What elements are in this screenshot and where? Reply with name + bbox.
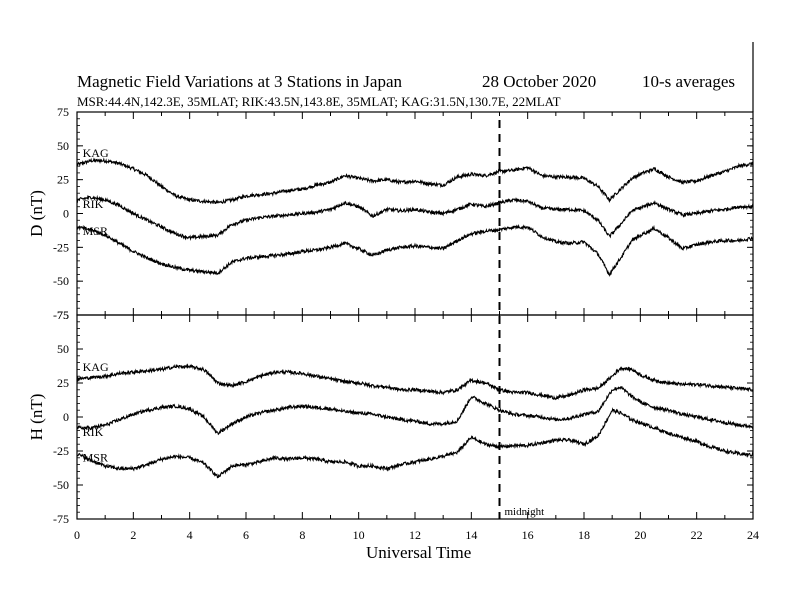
x-tick-label: 12 [409,528,421,542]
series-label-rik: RIK [83,425,104,439]
series-label-msr: MSR [83,451,108,465]
chart-title: Magnetic Field Variations at 3 Stations … [77,72,403,91]
y-axis-label: D (nT) [27,190,46,237]
x-tick-label: 22 [691,528,703,542]
averaging-note: 10-s averages [642,72,735,91]
x-axis-label: Universal Time [366,543,472,562]
x-tick-label: 16 [522,528,534,542]
x-tick-label: 4 [187,528,193,542]
series-line-kag [76,363,754,401]
y-tick-label: -50 [53,274,69,288]
chart-date: 28 October 2020 [482,72,597,91]
x-tick-label: 10 [353,528,365,542]
station-info: MSR:44.4N,142.3E, 35MLAT; RIK:43.5N,143.… [77,94,561,109]
x-tick-label: 0 [74,528,80,542]
series-line-msr [76,223,754,278]
y-tick-label: -75 [53,308,69,322]
x-tick-label: 14 [465,528,477,542]
y-tick-label: -25 [53,240,69,254]
y-tick-label: 75 [57,105,69,119]
series-label-rik: RIK [83,197,104,211]
panel-frame [76,111,754,316]
y-axis-label: H (nT) [27,394,46,441]
y-tick-label: 0 [63,410,69,424]
y-tick-label: 0 [63,207,69,221]
series-label-kag: KAG [83,360,109,374]
x-tick-label: 8 [299,528,305,542]
midnight-label: midnight [505,506,545,518]
y-tick-label: 50 [57,139,69,153]
y-tick-label: -50 [53,478,69,492]
series-line-msr [76,407,754,479]
series-line-rik [76,385,754,436]
series-line-rik [76,194,754,241]
y-tick-label: -25 [53,444,69,458]
series-line-kag [76,157,754,205]
y-tick-label: 50 [57,342,69,356]
y-tick-label: 75 [57,308,69,322]
x-tick-label: 24 [747,528,759,542]
x-tick-label: 2 [130,528,136,542]
y-tick-label: -75 [53,512,69,526]
y-tick-label: 25 [57,173,69,187]
x-tick-label: 6 [243,528,249,542]
panel-frame [76,314,754,520]
x-tick-label: 20 [634,528,646,542]
series-label-kag: KAG [83,146,109,160]
y-tick-label: 25 [57,376,69,390]
x-tick-label: 18 [578,528,590,542]
series-label-msr: MSR [83,224,108,238]
